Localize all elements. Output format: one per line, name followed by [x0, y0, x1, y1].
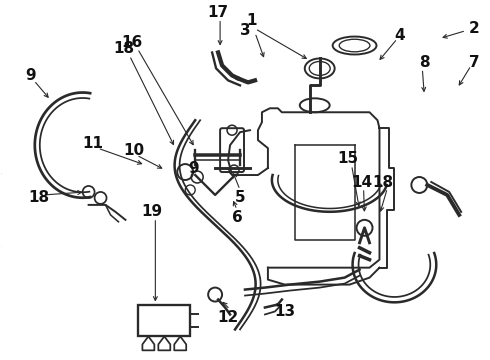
Text: 18: 18: [372, 175, 393, 190]
Text: 10: 10: [123, 143, 144, 158]
Text: 3: 3: [240, 23, 250, 38]
Text: 9: 9: [188, 161, 198, 176]
Text: 13: 13: [274, 304, 295, 319]
Text: 15: 15: [337, 150, 358, 166]
Text: 6: 6: [232, 210, 243, 225]
Text: 5: 5: [235, 190, 245, 206]
Text: 4: 4: [394, 28, 405, 43]
Text: 17: 17: [208, 5, 229, 20]
Text: 1: 1: [247, 13, 257, 28]
Text: 2: 2: [469, 21, 480, 36]
Text: 18: 18: [113, 41, 134, 56]
Text: 18: 18: [28, 190, 49, 206]
Text: 11: 11: [82, 136, 103, 150]
Text: 8: 8: [419, 55, 430, 70]
Bar: [138, 305, 190, 336]
Text: 19: 19: [142, 204, 163, 219]
Text: 12: 12: [218, 310, 239, 325]
Text: 14: 14: [351, 175, 372, 190]
Text: 9: 9: [25, 68, 36, 83]
Text: 7: 7: [469, 55, 479, 70]
Text: 16: 16: [122, 35, 143, 50]
